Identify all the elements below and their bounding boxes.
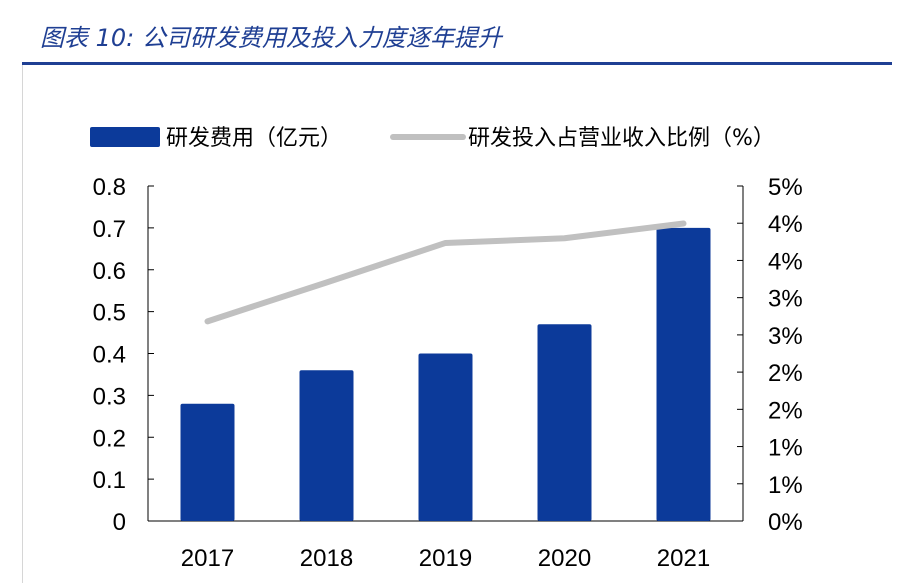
right-tick-label: 4% bbox=[768, 211, 803, 238]
bar bbox=[299, 370, 354, 521]
bar bbox=[656, 227, 711, 521]
bar bbox=[418, 353, 473, 521]
right-tick-label: 3% bbox=[768, 323, 803, 350]
ratio-line bbox=[204, 220, 687, 325]
right-tick-label: 2% bbox=[768, 397, 803, 424]
legend-label-bar: 研发费用（亿元） bbox=[166, 126, 342, 151]
axes: 0 0.1 0.2 0.3 0.4 0.5 0.6 0.7 0.8 0% 1% 1% 2% 2% 3% 3% 4… bbox=[93, 174, 803, 572]
left-tick-label: 0.3 bbox=[93, 383, 126, 410]
left-tick-label: 0.4 bbox=[93, 342, 126, 369]
chart-title: 图表 10: 公司研发费用及投入力度逐年提升 bbox=[40, 24, 502, 52]
x-tick-label: 2017 bbox=[181, 545, 234, 572]
left-border-line bbox=[22, 65, 23, 583]
left-tick-label: 0.2 bbox=[93, 425, 126, 452]
right-tick-label: 4% bbox=[768, 248, 803, 275]
x-tick-label: 2018 bbox=[300, 545, 353, 572]
left-tick-label: 0 bbox=[113, 509, 126, 536]
left-tick-label: 0.1 bbox=[93, 467, 126, 494]
x-tick-label: 2019 bbox=[419, 545, 472, 572]
x-tick-label: 2021 bbox=[657, 545, 710, 572]
right-tick-label: 1% bbox=[768, 472, 803, 499]
left-tick-label: 0.5 bbox=[93, 300, 126, 327]
right-tick-label: 3% bbox=[768, 286, 803, 313]
title-underline bbox=[22, 62, 892, 65]
legend-label-line: 研发投入占营业收入比例（%） bbox=[468, 126, 775, 151]
x-tick-label: 2020 bbox=[538, 545, 591, 572]
bar-series bbox=[180, 227, 711, 521]
line-series bbox=[204, 220, 687, 325]
right-tick-label: 2% bbox=[768, 360, 803, 387]
bar bbox=[180, 403, 235, 521]
left-tick-label: 0.7 bbox=[93, 216, 126, 243]
right-tick-label: 0% bbox=[768, 509, 803, 536]
legend-swatch-bar bbox=[90, 127, 160, 147]
right-tick-label: 1% bbox=[768, 435, 803, 462]
right-tick-label: 5% bbox=[768, 174, 803, 201]
left-tick-label: 0.6 bbox=[93, 258, 126, 285]
left-tick-label: 0.8 bbox=[93, 174, 126, 201]
bar bbox=[537, 324, 592, 521]
legend: 研发费用（亿元） 研发投入占营业收入比例（%） bbox=[90, 126, 775, 151]
